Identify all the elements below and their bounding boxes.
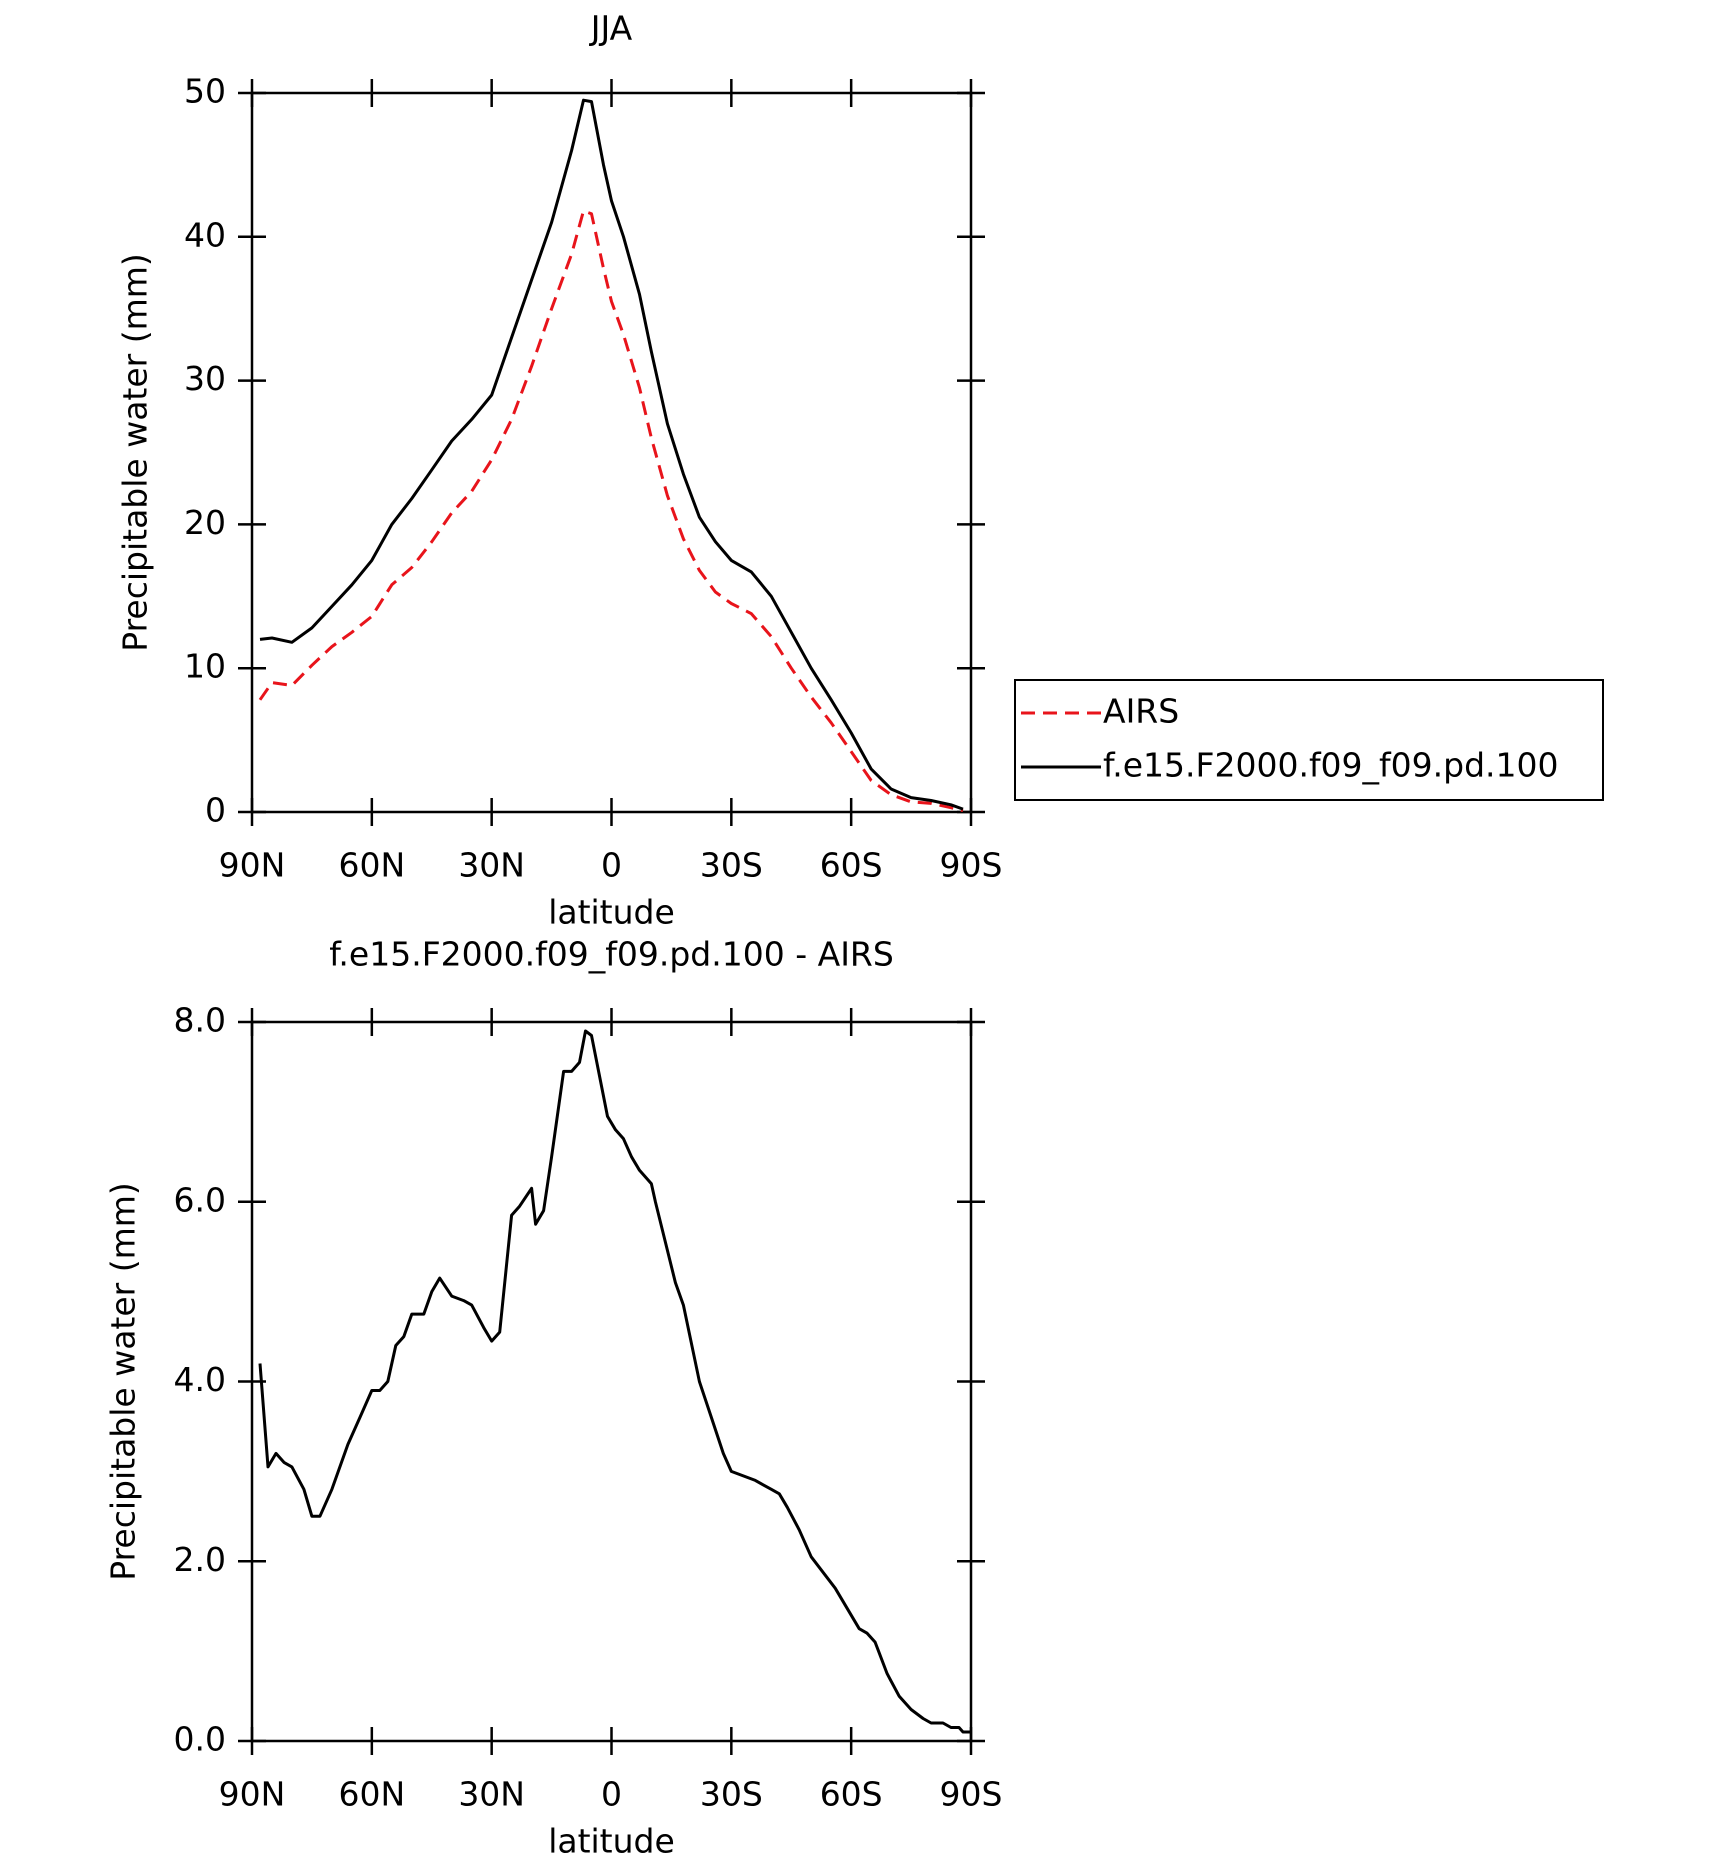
x-tick-label: 90N xyxy=(219,1775,286,1814)
y-tick-label: 20 xyxy=(184,503,226,542)
y-tick-label: 8.0 xyxy=(174,1001,226,1040)
y-tick-label: 40 xyxy=(184,215,226,254)
x-axis-label: latitude xyxy=(548,1822,675,1861)
x-tick-label: 30N xyxy=(458,846,525,885)
legend-label: AIRS xyxy=(1103,692,1179,731)
x-tick-label: 30S xyxy=(700,846,763,885)
x-tick-label: 60N xyxy=(338,846,405,885)
y-tick-label: 0 xyxy=(205,791,226,830)
y-tick-label: 4.0 xyxy=(174,1360,226,1399)
chart-title: JJA xyxy=(589,9,633,48)
x-tick-label: 60S xyxy=(820,846,883,885)
x-tick-label: 60S xyxy=(820,1775,883,1814)
legend-label: f.e15.F2000.f09_f09.pd.100 xyxy=(1103,746,1559,785)
y-tick-label: 10 xyxy=(184,647,226,686)
y-tick-label: 6.0 xyxy=(174,1180,226,1219)
y-axis-label: Precipitable water (mm) xyxy=(116,253,155,652)
x-tick-label: 60N xyxy=(338,1775,405,1814)
y-tick-label: 2.0 xyxy=(174,1540,226,1579)
y-axis-label: Precipitable water (mm) xyxy=(104,1182,143,1581)
plot-frame xyxy=(250,1020,973,1743)
data-line xyxy=(259,98,964,811)
y-tick-label: 0.0 xyxy=(174,1720,226,1759)
x-tick-label: 90S xyxy=(940,846,1003,885)
legend-box xyxy=(1014,679,1604,801)
data-line xyxy=(258,209,964,813)
chart-title: f.e15.F2000.f09_f09.pd.100 - AIRS xyxy=(329,935,894,974)
x-tick-label: 0 xyxy=(601,1775,622,1814)
x-tick-label: 90S xyxy=(940,1775,1003,1814)
x-tick-label: 30N xyxy=(458,1775,525,1814)
y-tick-label: 50 xyxy=(184,72,226,111)
x-tick-label: 90N xyxy=(219,846,286,885)
x-tick-label: 30S xyxy=(700,1775,763,1814)
x-axis-label: latitude xyxy=(548,893,675,932)
x-tick-label: 0 xyxy=(601,846,622,885)
y-tick-label: 30 xyxy=(184,359,226,398)
data-line xyxy=(258,1029,971,1734)
